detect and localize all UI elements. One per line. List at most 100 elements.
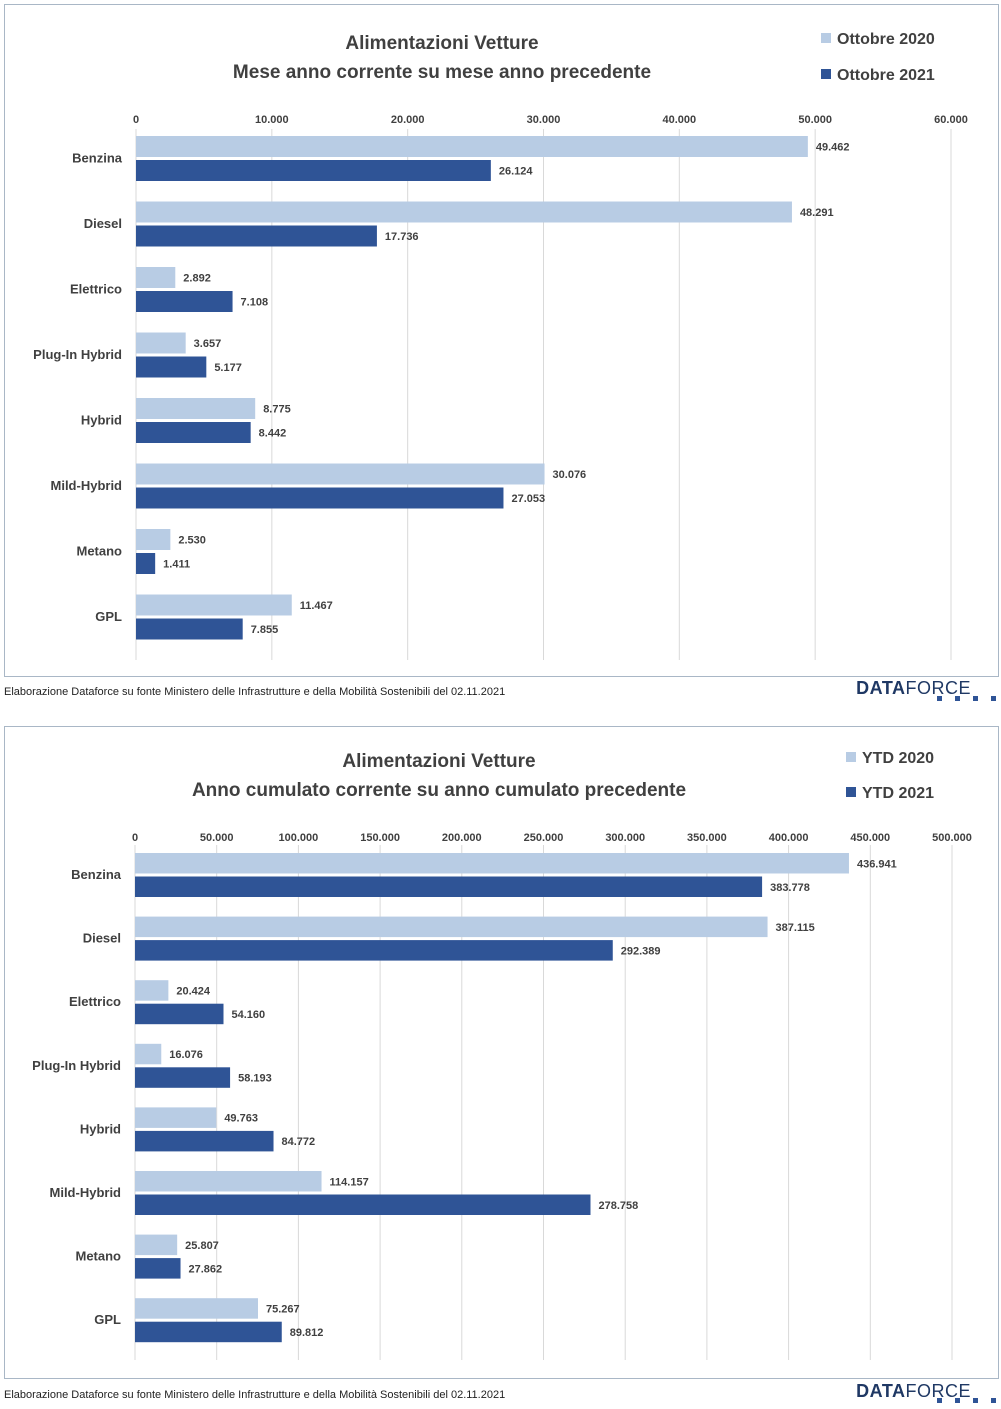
x-tick-label: 30.000 (527, 114, 561, 126)
bar-prev (136, 463, 545, 485)
category-label: Plug-In Hybrid (32, 1058, 121, 1073)
x-tick-label: 20.000 (391, 114, 425, 126)
data-label: 7.108 (241, 297, 269, 309)
bar-prev (135, 1234, 178, 1256)
bar-curr (136, 487, 504, 509)
category-label: Mild-Hybrid (51, 478, 123, 493)
data-label: 2.530 (178, 535, 206, 547)
chart-subtitle: Mese anno corrente su mese anno preceden… (233, 62, 651, 83)
bar-curr (135, 1321, 282, 1343)
category-label: GPL (94, 1312, 121, 1327)
data-label: 49.462 (816, 142, 850, 154)
x-tick-label: 40.000 (663, 114, 697, 126)
category-label: Diesel (84, 216, 122, 231)
category-label: Hybrid (80, 1121, 121, 1136)
logo-light: FORCE (905, 1381, 971, 1401)
data-label: 11.467 (300, 600, 333, 612)
x-tick-label: 200.000 (442, 832, 482, 844)
data-label: 17.736 (385, 231, 419, 243)
data-label: 292.389 (621, 945, 661, 957)
bar-prev (136, 201, 792, 223)
bar-prev (136, 529, 171, 550)
legend-swatch-1 (821, 33, 831, 43)
dataforce-logo: DATAFORCE (856, 678, 971, 699)
x-tick-label: 100.000 (279, 832, 319, 844)
data-label: 25.807 (185, 1240, 219, 1252)
x-tick-label: 300.000 (605, 832, 645, 844)
category-label: Elettrico (69, 994, 121, 1009)
data-label: 27.862 (189, 1263, 223, 1275)
data-label: 1.411 (163, 559, 190, 571)
chart-title: Alimentazioni Vetture (345, 33, 538, 54)
bar-curr (135, 1194, 591, 1215)
bar-curr (135, 1067, 231, 1088)
bar-prev (136, 332, 186, 354)
x-tick-label: 60.000 (934, 114, 968, 126)
data-label: 58.193 (238, 1073, 272, 1085)
data-label: 30.076 (553, 469, 587, 481)
data-label: 114.157 (330, 1176, 369, 1188)
legend-swatch-2 (821, 69, 831, 79)
data-label: 278.758 (598, 1200, 638, 1212)
x-tick-label: 400.000 (769, 832, 809, 844)
bar-prev (135, 980, 169, 1001)
logo-dots (937, 696, 997, 704)
dataforce-logo-2: DATAFORCE (856, 1381, 971, 1402)
legend-swatch-1 (846, 752, 856, 762)
data-label: 84.772 (282, 1136, 316, 1148)
category-label: Diesel (83, 931, 121, 946)
x-tick-label: 0 (133, 114, 139, 126)
bar-prev (136, 398, 256, 419)
category-label: Plug-In Hybrid (33, 347, 122, 362)
data-label: 75.267 (266, 1303, 300, 1315)
bar-curr (136, 618, 243, 640)
category-label: Benzina (71, 867, 122, 882)
category-label: Mild-Hybrid (50, 1185, 122, 1200)
x-tick-label: 350.000 (687, 832, 727, 844)
legend-label-1: Ottobre 2020 (837, 31, 935, 48)
bar-prev (136, 267, 176, 288)
data-label: 383.778 (770, 882, 810, 894)
logo-light: FORCE (905, 678, 971, 698)
data-label: 49.763 (224, 1113, 258, 1125)
category-label: Metano (76, 1249, 122, 1264)
data-label: 436.941 (857, 858, 897, 870)
legend-swatch-2 (846, 787, 856, 797)
chart-monthly: Alimentazioni Vetture Mese anno corrente … (33, 31, 968, 660)
data-label: 7.855 (251, 624, 279, 636)
bar-prev (136, 594, 292, 616)
data-label: 2.892 (183, 273, 211, 285)
legend-label-2: YTD 2021 (862, 785, 934, 802)
x-tick-label: 10.000 (255, 114, 289, 126)
data-label: 48.291 (800, 207, 834, 219)
data-label: 26.124 (499, 166, 534, 178)
bar-curr (135, 1130, 274, 1152)
chart-panel-monthly: Alimentazioni Vetture Mese anno corrente … (4, 4, 999, 677)
data-label: 5.177 (214, 362, 242, 374)
category-label: Elettrico (70, 282, 122, 297)
legend-label-1: YTD 2020 (862, 750, 934, 767)
bar-curr (135, 1003, 224, 1025)
bar-curr (135, 876, 763, 897)
x-tick-label: 500.000 (932, 832, 972, 844)
data-label: 8.775 (263, 404, 291, 416)
category-label: GPL (95, 609, 122, 624)
x-tick-label: 450.000 (850, 832, 890, 844)
x-tick-label: 50.000 (200, 832, 234, 844)
x-tick-label: 0 (132, 832, 138, 844)
footer-note-2: Elaborazione Dataforce su fonte Minister… (4, 1389, 506, 1401)
data-label: 89.812 (290, 1327, 324, 1339)
bar-prev (136, 136, 808, 157)
footer-note: Elaborazione Dataforce su fonte Minister… (4, 686, 506, 698)
category-label: Benzina (72, 151, 123, 166)
bar-curr (136, 225, 377, 247)
bar-prev (135, 1043, 162, 1065)
category-label: Hybrid (81, 413, 122, 428)
data-label: 8.442 (259, 428, 287, 440)
chart-panel-ytd: Alimentazioni Vetture Anno cumulato corre… (4, 726, 999, 1379)
bar-curr (136, 356, 207, 378)
bar-prev (135, 1107, 217, 1128)
bar-prev (135, 1171, 322, 1192)
logo-bold: DATA (856, 1381, 906, 1401)
data-label: 3.657 (194, 338, 222, 350)
